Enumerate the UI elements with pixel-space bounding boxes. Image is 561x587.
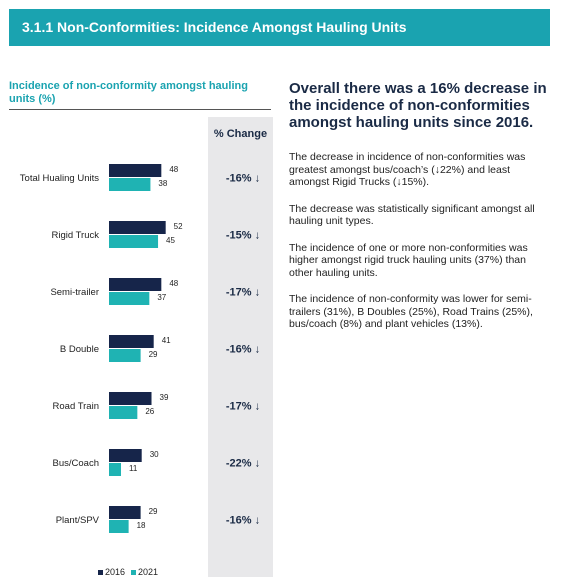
summary-paragraph-3: The incidence of one or more non-conform… — [289, 241, 528, 279]
bar-2021-semi-trailer — [109, 292, 150, 305]
change-value-road-train: -17% ↓ — [226, 401, 260, 413]
bar-2021-total-hualing-units — [109, 178, 151, 191]
change-column-background — [208, 117, 273, 577]
summary-paragraph-4: The incidence of non-conformity was lowe… — [289, 293, 533, 330]
data-label-2016-total-hualing-units: 48 — [169, 165, 178, 174]
data-label-2021-road-train: 26 — [145, 407, 154, 416]
change-value-plant-spv: -16% ↓ — [226, 515, 260, 527]
chart-legend: 2016 2021 — [98, 567, 158, 577]
category-label-plant-spv: Plant/SPV — [56, 515, 100, 526]
bar-2021-plant-spv — [109, 520, 129, 533]
bar-2016-total-hualing-units — [109, 164, 162, 177]
summary-headline: Overall there was a 16% decrease in the … — [289, 80, 547, 131]
change-value-rigid-truck: -15% ↓ — [226, 230, 260, 242]
data-label-2021-rigid-truck: 45 — [166, 236, 175, 245]
bar-2016-bus-coach — [109, 449, 142, 462]
data-label-2021-plant-spv: 18 — [137, 521, 146, 530]
bar-2021-rigid-truck — [109, 235, 159, 248]
chart-title-divider — [9, 109, 271, 110]
bar-2016-b-double — [109, 335, 154, 348]
legend-label-2016: 2016 — [105, 567, 126, 577]
category-label-total-hualing-units: Total Hualing Units — [20, 173, 99, 184]
legend-item-2016: 2016 — [98, 567, 125, 577]
data-label-2021-b-double: 29 — [149, 350, 158, 359]
legend-item-2021: 2021 — [131, 567, 158, 577]
change-value-bus-coach: -22% ↓ — [226, 458, 260, 470]
data-label-2021-semi-trailer: 37 — [157, 293, 166, 302]
bar-2016-rigid-truck — [109, 221, 166, 234]
chart-title: Incidence of non-conformity amongst haul… — [9, 80, 248, 105]
category-label-road-train: Road Train — [53, 401, 99, 412]
change-value-semi-trailer: -17% ↓ — [226, 287, 260, 299]
bar-2021-b-double — [109, 349, 141, 362]
data-label-2016-road-train: 39 — [160, 393, 169, 402]
change-value-b-double: -16% ↓ — [226, 344, 260, 356]
data-label-2016-rigid-truck: 52 — [174, 222, 183, 231]
bar-2021-bus-coach — [109, 463, 121, 476]
bar-2016-plant-spv — [109, 506, 141, 519]
summary-panel: Overall there was a 16% decrease in the … — [289, 80, 547, 345]
legend-swatch-2016 — [98, 570, 103, 576]
category-label-b-double: B Double — [60, 344, 99, 355]
summary-paragraph-1: The decrease in incidence of non-conform… — [289, 151, 526, 188]
data-label-2016-plant-spv: 29 — [149, 507, 158, 516]
change-column-header: % Change — [213, 128, 268, 140]
legend-label-2021: 2021 — [138, 567, 159, 577]
data-label-2021-total-hualing-units: 38 — [158, 179, 167, 188]
summary-paragraph-2: The decrease was statistically significa… — [289, 202, 535, 228]
bar-2016-semi-trailer — [109, 278, 162, 291]
data-label-2016-semi-trailer: 48 — [169, 279, 178, 288]
section-header: 3.1.1 Non-Conformities: Incidence Amongs… — [9, 9, 550, 46]
category-label-semi-trailer: Semi-trailer — [50, 287, 99, 298]
data-label-2016-bus-coach: 30 — [150, 450, 159, 459]
data-label-2016-b-double: 41 — [162, 336, 171, 345]
bar-2016-road-train — [109, 392, 152, 405]
category-label-bus-coach: Bus/Coach — [53, 458, 99, 469]
legend-swatch-2021 — [131, 570, 137, 576]
data-label-2021-bus-coach: 11 — [129, 464, 138, 473]
category-label-rigid-truck: Rigid Truck — [51, 230, 99, 241]
bar-2021-road-train — [109, 406, 138, 419]
change-value-total-hualing-units: -16% ↓ — [226, 173, 260, 185]
